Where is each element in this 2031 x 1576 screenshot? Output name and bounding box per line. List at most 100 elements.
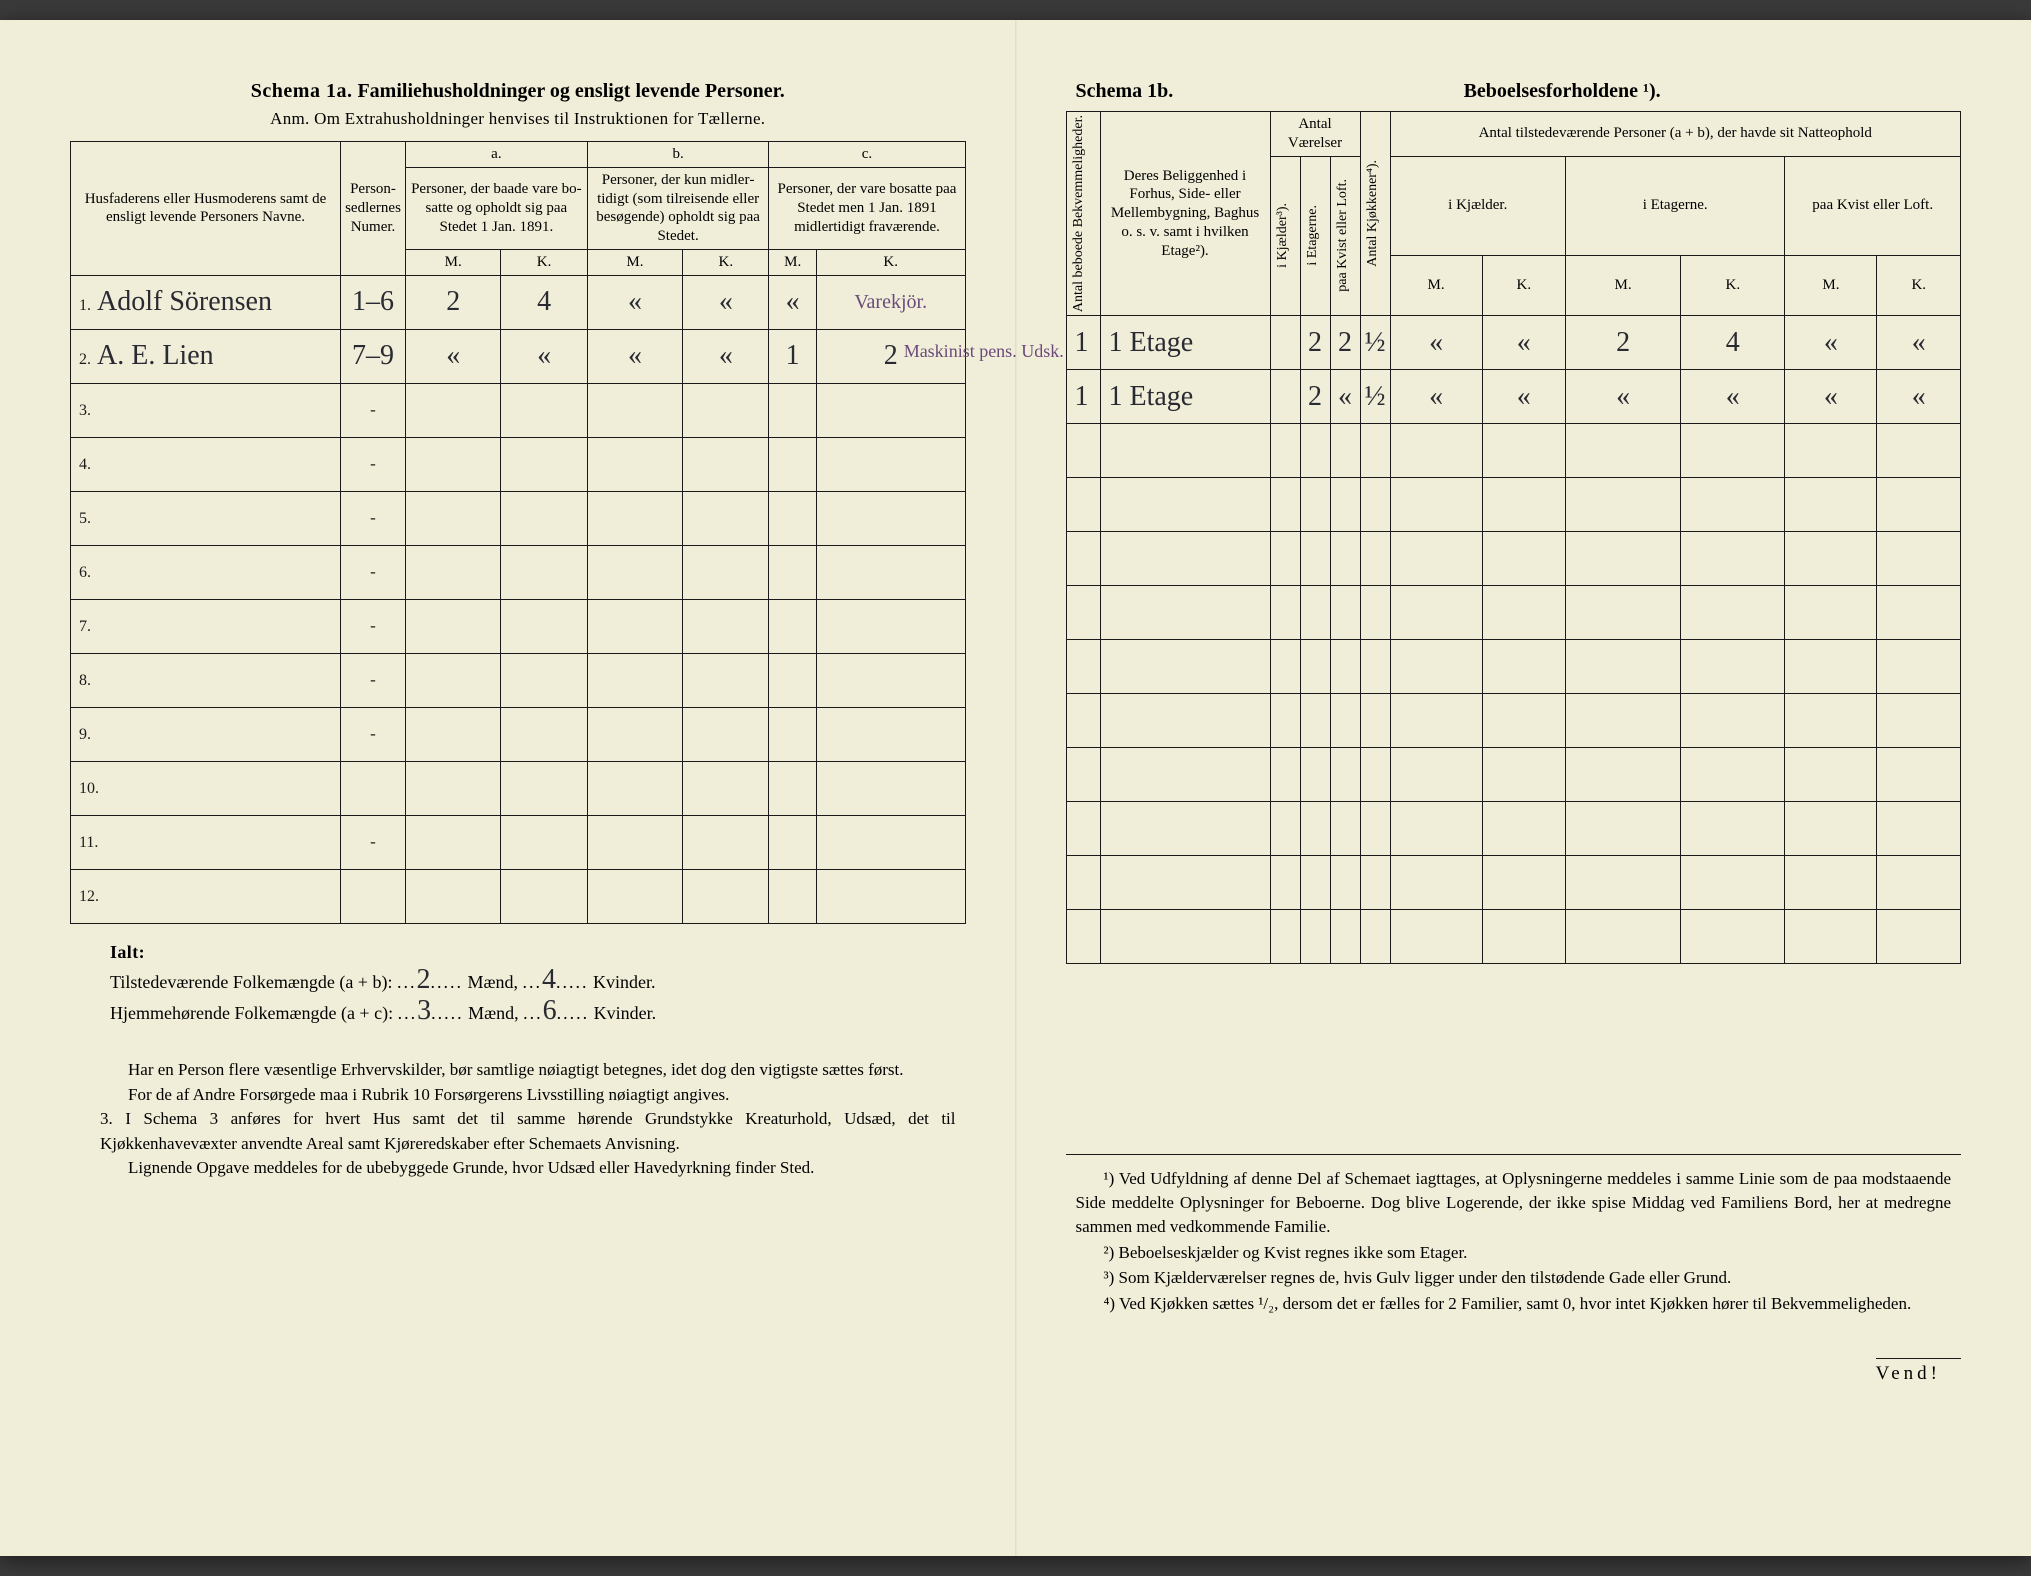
footnotes: ¹) Ved Udfyldning af denne Del af Schema… — [1066, 1154, 1962, 1316]
vend: Vend! — [1876, 1358, 1961, 1385]
document-spread: Schema 1a. Familiehusholdninger og ensli… — [0, 20, 2031, 1556]
a-m: M. — [406, 249, 501, 275]
num-cell: - — [341, 653, 406, 707]
name-cell: 9. — [71, 707, 341, 761]
schema-1a-label: Schema 1a. — [251, 80, 353, 102]
col-b-label: b. — [587, 142, 769, 168]
totals-line2: Hjemmehørende Folkemængde (a + c): ...3.… — [110, 997, 966, 1028]
table-row — [1066, 694, 1961, 748]
sub-etagerne: i Etagerne. — [1565, 156, 1784, 256]
fn4: ⁴) Ved Kjøkken sættes ¹/₂, dersom det er… — [1076, 1292, 1952, 1316]
name-cell: 5. — [71, 491, 341, 545]
page-gutter — [1015, 20, 1017, 1556]
totals-block: Ialt: Tilstedeværende Folkemængde (a + b… — [70, 938, 966, 1028]
grp-rooms: Antal Værelser — [1270, 112, 1360, 157]
table-row — [1066, 802, 1961, 856]
num-cell: - — [341, 383, 406, 437]
name-cell: 1.Adolf Sörensen — [71, 275, 341, 329]
fn1: ¹) Ved Udfyldning af denne Del af Schema… — [1076, 1167, 1952, 1238]
table-row: 10. — [71, 761, 966, 815]
schema-1b-table: Antal beboede Bekvemmeligheder. Deres Be… — [1066, 111, 1962, 964]
p2: For de af Andre Forsørgede maa i Rubrik … — [100, 1083, 956, 1108]
col-c-text: Personer, der vare bosatte paa Stedet me… — [769, 167, 965, 249]
table-row: 2.A. E. Lien 7–9 « « « « 1 2Maskinist pe… — [71, 329, 966, 383]
col-kjaelder: i Kjælder³). — [1275, 203, 1292, 268]
num-cell — [341, 869, 406, 923]
c-k: K. — [816, 249, 965, 275]
num-cell: - — [341, 599, 406, 653]
table-row — [1066, 640, 1961, 694]
left-bodytext: Har en Person flere væsentlige Erhvervsk… — [70, 1058, 966, 1181]
ialt: Ialt: — [110, 938, 966, 967]
col-beliggenhed: Deres Beliggenhed i Forhus, Side- eller … — [1100, 112, 1270, 316]
col-antal-beboede: Antal beboede Bekvemmeligheder. — [1071, 115, 1088, 312]
num-cell: 1–6 — [341, 275, 406, 329]
sub-kjaelder: i Kjæl­der. — [1390, 156, 1565, 256]
col-num-header: Person­sedler­nes Numer. — [341, 142, 406, 276]
table-row: 4. - — [71, 437, 966, 491]
col-etagerne: i Etagerne. — [1305, 205, 1322, 266]
col-c-label: c. — [769, 142, 965, 168]
table-row: 1.Adolf Sörensen 1–6 2 4 « « « Varekjör. — [71, 275, 966, 329]
col-kvist: paa Kvist eller Loft. — [1335, 179, 1352, 292]
name-cell: 11. — [71, 815, 341, 869]
num-cell: - — [341, 815, 406, 869]
table-row — [1066, 748, 1961, 802]
name-cell: 3. — [71, 383, 341, 437]
c-m: M. — [769, 249, 816, 275]
table-row — [1066, 586, 1961, 640]
table-row — [1066, 910, 1961, 964]
table-row: 11. - — [71, 815, 966, 869]
num-cell: - — [341, 491, 406, 545]
left-title: Schema 1a. Familiehusholdninger og ensli… — [70, 80, 966, 103]
b-m: M. — [587, 249, 682, 275]
table-row: 12. — [71, 869, 966, 923]
table-row — [1066, 856, 1961, 910]
schema-1b-label: Schema 1b. — [1076, 80, 1174, 103]
name-cell: 6. — [71, 545, 341, 599]
table-row: 5. - — [71, 491, 966, 545]
b-k: K. — [683, 249, 769, 275]
num-cell: - — [341, 437, 406, 491]
table-row: 1 1 Etage 2 « ½ « « « « « « — [1066, 370, 1961, 424]
right-page: Schema 1b. Beboelsesforholdene ¹). Antal… — [1016, 20, 2031, 1556]
name-cell: 7. — [71, 599, 341, 653]
left-page: Schema 1a. Familiehusholdninger og ensli… — [0, 20, 1016, 1556]
table-row: 6. - — [71, 545, 966, 599]
num-cell: - — [341, 707, 406, 761]
col-names-header: Husfaderens eller Husmode­rens samt de e… — [71, 142, 341, 276]
table-row: 9. - — [71, 707, 966, 761]
table-row — [1066, 424, 1961, 478]
a-k: K. — [501, 249, 587, 275]
table-row: 1 1 Etage 2 2 ½ « « 2 4 « « — [1066, 316, 1961, 370]
table-row — [1066, 478, 1961, 532]
grp-pers: Antal tilstedeværende Personer (a + b), … — [1390, 112, 1961, 157]
schema-1b-title: Beboelsesforholdene ¹). — [1464, 80, 1661, 103]
table-row: 3. - — [71, 383, 966, 437]
right-title: Schema 1b. Beboelsesforholdene ¹). — [1066, 80, 1962, 103]
fn3: ³) Som Kjælderværelser regnes de, hvis G… — [1076, 1266, 1952, 1290]
p1: Har en Person flere væsentlige Erhvervsk… — [100, 1058, 956, 1083]
anm-note: Anm. Om Extrahusholdninger henvises til … — [70, 109, 966, 133]
table-row: 8. - — [71, 653, 966, 707]
fn2: ²) Beboelseskjælder og Kvist regnes ikke… — [1076, 1241, 1952, 1265]
name-cell: 2.A. E. Lien — [71, 329, 341, 383]
table-row: 7. - — [71, 599, 966, 653]
col-a-label: a. — [406, 142, 588, 168]
num-cell: 7–9 — [341, 329, 406, 383]
col-b-text: Personer, der kun midler­tidigt (som til… — [587, 167, 769, 249]
col-kjokkener: Antal Kjøkkener⁴). — [1365, 160, 1382, 267]
totals-line1: Tilstedeværende Folkemængde (a + b): ...… — [110, 966, 966, 997]
table-row — [1066, 532, 1961, 586]
p3: 3. I Schema 3 anføres for hvert Hus samt… — [100, 1107, 956, 1156]
num-cell — [341, 761, 406, 815]
p4: Lignende Opgave meddeles for de ubebygge… — [100, 1156, 956, 1181]
name-cell: 8. — [71, 653, 341, 707]
schema-1a-table: Husfaderens eller Husmode­rens samt de e… — [70, 141, 966, 924]
name-cell: 12. — [71, 869, 341, 923]
schema-1a-title: Familiehusholdninger og ensligt levende … — [357, 80, 784, 102]
name-cell: 10. — [71, 761, 341, 815]
name-cell: 4. — [71, 437, 341, 491]
sub-kvist: paa Kvist eller Loft. — [1785, 156, 1961, 256]
num-cell: - — [341, 545, 406, 599]
